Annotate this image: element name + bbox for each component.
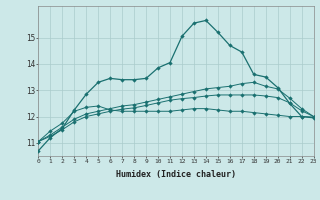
X-axis label: Humidex (Indice chaleur): Humidex (Indice chaleur) — [116, 170, 236, 179]
